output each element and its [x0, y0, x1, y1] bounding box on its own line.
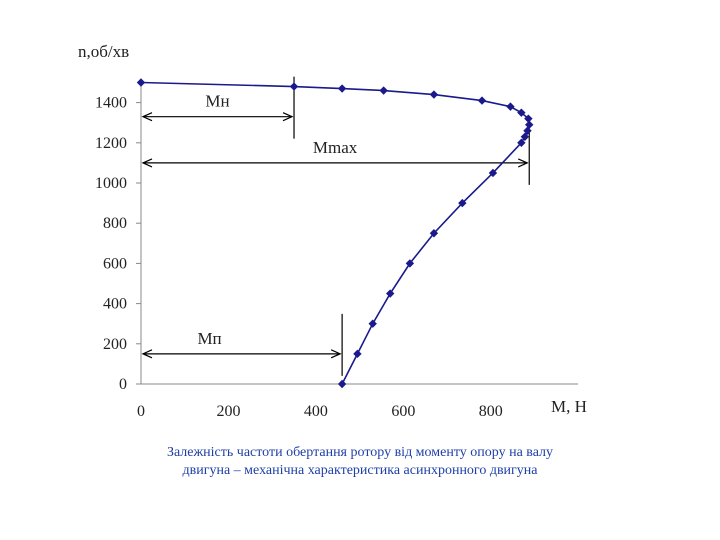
x-tick-label: 800	[479, 403, 503, 420]
annotation-label: Мп	[197, 329, 221, 348]
data-point	[524, 114, 533, 123]
x-tick-label: 0	[137, 403, 145, 420]
arrow-head-right	[330, 349, 342, 359]
x-tick-label: 200	[216, 403, 240, 420]
y-axis-title: n,об/хв	[78, 42, 129, 61]
data-point	[520, 132, 530, 141]
arrow-head-right	[282, 112, 294, 122]
data-point	[353, 349, 362, 359]
annotation-2: Мп	[141, 313, 343, 376]
annotation-label: Мн	[205, 92, 229, 111]
data-point	[405, 259, 415, 268]
data-point	[337, 84, 347, 93]
data-point	[517, 138, 526, 147]
data-point	[429, 229, 439, 238]
chart: 0 200 400 600 800 0 200 400 600 800 1000 1200 1400 М…	[78, 42, 587, 420]
data-point	[523, 126, 532, 135]
data-point	[136, 78, 146, 87]
figure-caption: Залежність частоти обертання ротору від …	[100, 444, 620, 480]
annotation-1: Mmax	[141, 122, 530, 185]
data-point	[525, 120, 534, 129]
y-tick-label: 800	[103, 215, 127, 232]
arrow-head-left	[141, 349, 153, 359]
data-point	[477, 96, 487, 105]
x-tick-label: 400	[304, 403, 328, 420]
data-point	[458, 198, 467, 208]
y-tick-label: 1200	[95, 135, 127, 152]
data-point	[337, 379, 347, 389]
y-tick-label: 200	[103, 336, 127, 353]
arrow-head-left	[141, 112, 153, 122]
y-tick-label: 0	[119, 376, 127, 393]
axes: 0 200 400 600 800 0 200 400 600 800 1000 1200 1400	[95, 82, 578, 420]
data-point	[488, 168, 498, 178]
data-point	[386, 289, 395, 298]
y-tick-label: 400	[103, 296, 127, 313]
y-tick-label: 1000	[95, 175, 127, 192]
arrow-head-right	[517, 158, 529, 168]
data-point	[379, 86, 388, 95]
data-point	[368, 319, 377, 328]
data-point	[429, 90, 439, 99]
data-point	[517, 108, 526, 117]
annotation-label: Mmax	[313, 138, 358, 157]
x-axis-title: M, H	[551, 397, 587, 416]
y-tick-label: 1400	[95, 95, 127, 112]
annotations: Мн Mmax Мп	[141, 76, 530, 376]
arrow-head-left	[141, 158, 153, 168]
caption-line-2: двигуна – механічна характеристика асинх…	[182, 463, 538, 478]
caption-line-1: Залежність частоти обертання ротору від …	[166, 445, 554, 460]
y-tick-label: 600	[103, 255, 127, 272]
data-series	[136, 78, 534, 389]
x-tick-label: 600	[391, 403, 415, 420]
data-point	[506, 102, 515, 111]
data-point	[289, 82, 299, 91]
